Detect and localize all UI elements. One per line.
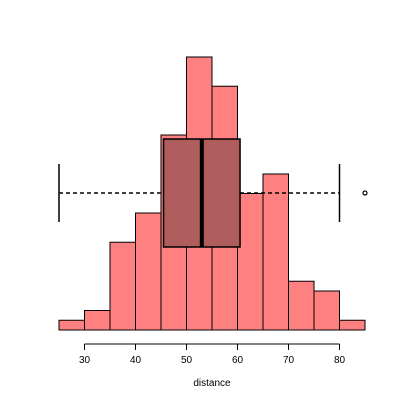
x-axis-label: distance (193, 378, 231, 389)
x-tick-label: 60 (232, 355, 244, 366)
x-tick-label: 70 (283, 355, 295, 366)
histogram-bar (339, 319, 366, 331)
outlier-point (362, 190, 368, 196)
histogram-bar (288, 280, 315, 331)
histogram-bar (237, 193, 264, 331)
boxplot (58, 138, 368, 248)
histogram-bar (313, 290, 340, 331)
x-axis: 30 40 50 60 70 80 (79, 343, 346, 366)
x-tick-label: 80 (334, 355, 346, 366)
x-tick-label: 30 (79, 355, 91, 366)
histogram-bar (58, 319, 85, 331)
histogram-bar (262, 173, 289, 331)
x-tick-label: 50 (181, 355, 193, 366)
histogram-bar (135, 212, 162, 331)
histogram-bar (109, 241, 136, 331)
x-tick-label: 40 (130, 355, 142, 366)
histogram-bar (84, 310, 111, 331)
